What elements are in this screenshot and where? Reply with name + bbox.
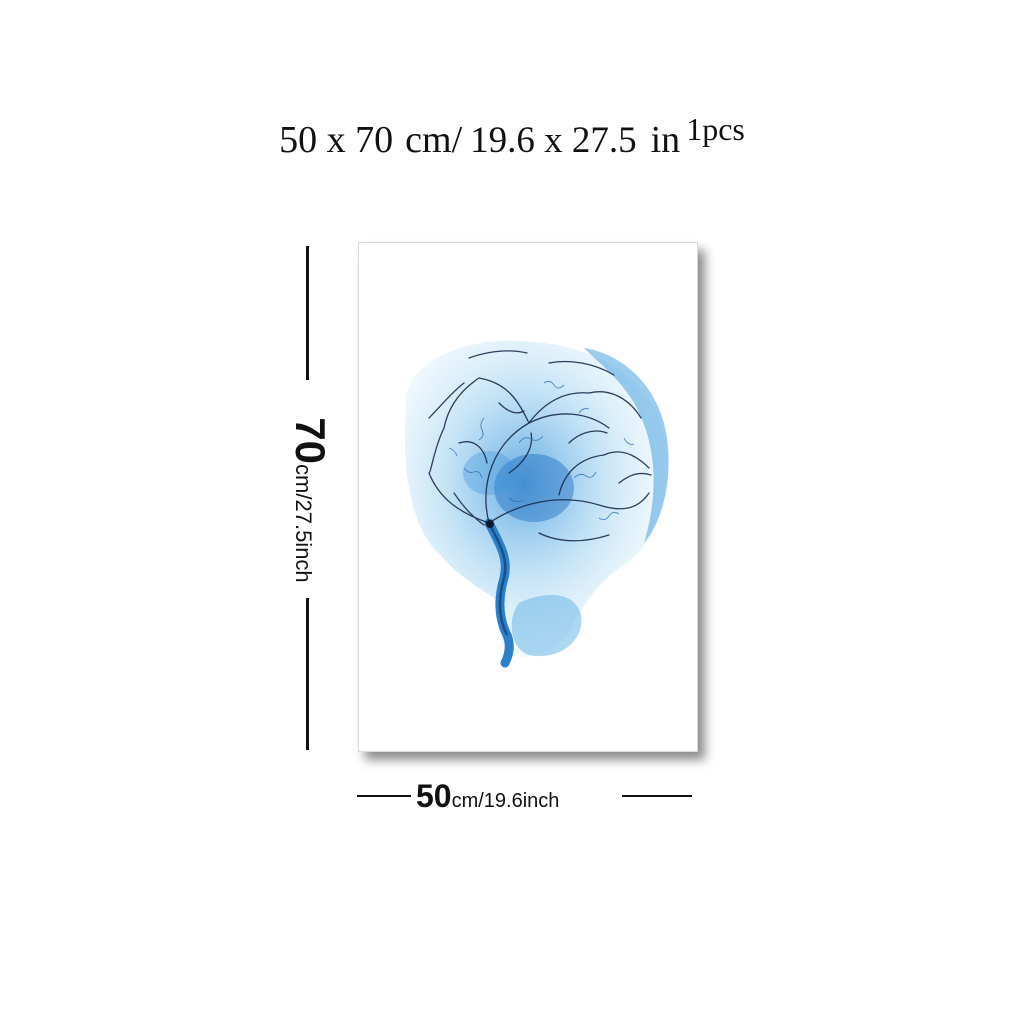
width-label: 50cm/19.6inch xyxy=(416,778,559,815)
height-value: 70 xyxy=(287,417,334,465)
canvas-print xyxy=(358,242,698,752)
unit-cm-text: cm/ xyxy=(405,119,463,161)
unit-inch-text: in xyxy=(650,119,681,161)
width-line-left xyxy=(357,795,411,797)
width-value: 50 xyxy=(416,778,452,814)
height-unit: cm/27.5inch xyxy=(291,464,316,583)
width-unit: cm/19.6inch xyxy=(451,790,560,812)
size-cm-text: 50 x 70 xyxy=(279,119,394,161)
height-label: 70cm/27.5inch xyxy=(286,417,334,582)
size-title: 50 x 70 cm/ 19.6 x 27.5 in 1pcs xyxy=(0,111,1024,162)
head-wash xyxy=(404,340,669,657)
height-line-top xyxy=(306,246,309,380)
height-line-bottom xyxy=(306,598,309,750)
width-line-right xyxy=(622,795,692,797)
size-inch-text: 19.6 x 27.5 xyxy=(470,120,637,161)
brain-vessel-artwork xyxy=(404,340,669,668)
piece-count-text: 1pcs xyxy=(686,111,745,147)
